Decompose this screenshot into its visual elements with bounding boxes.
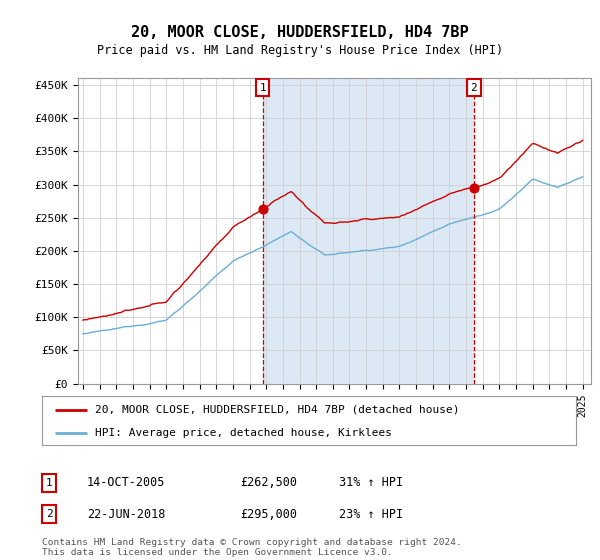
Text: 20, MOOR CLOSE, HUDDERSFIELD, HD4 7BP: 20, MOOR CLOSE, HUDDERSFIELD, HD4 7BP [131, 25, 469, 40]
Text: 14-OCT-2005: 14-OCT-2005 [87, 476, 166, 489]
Text: 2: 2 [470, 82, 477, 92]
Text: Contains HM Land Registry data © Crown copyright and database right 2024.
This d: Contains HM Land Registry data © Crown c… [42, 538, 462, 557]
Text: 1: 1 [259, 82, 266, 92]
Text: 20, MOOR CLOSE, HUDDERSFIELD, HD4 7BP (detached house): 20, MOOR CLOSE, HUDDERSFIELD, HD4 7BP (d… [95, 405, 460, 415]
Text: 22-JUN-2018: 22-JUN-2018 [87, 507, 166, 521]
Text: Price paid vs. HM Land Registry's House Price Index (HPI): Price paid vs. HM Land Registry's House … [97, 44, 503, 57]
Bar [263, 78, 474, 384]
Text: 23% ↑ HPI: 23% ↑ HPI [339, 507, 403, 521]
Point [469, 183, 479, 192]
Text: £295,000: £295,000 [240, 507, 297, 521]
Point [258, 205, 268, 214]
Text: 31% ↑ HPI: 31% ↑ HPI [339, 476, 403, 489]
Text: 1: 1 [46, 478, 53, 488]
Text: HPI: Average price, detached house, Kirklees: HPI: Average price, detached house, Kirk… [95, 428, 392, 438]
Text: £262,500: £262,500 [240, 476, 297, 489]
Text: 2: 2 [46, 509, 53, 519]
